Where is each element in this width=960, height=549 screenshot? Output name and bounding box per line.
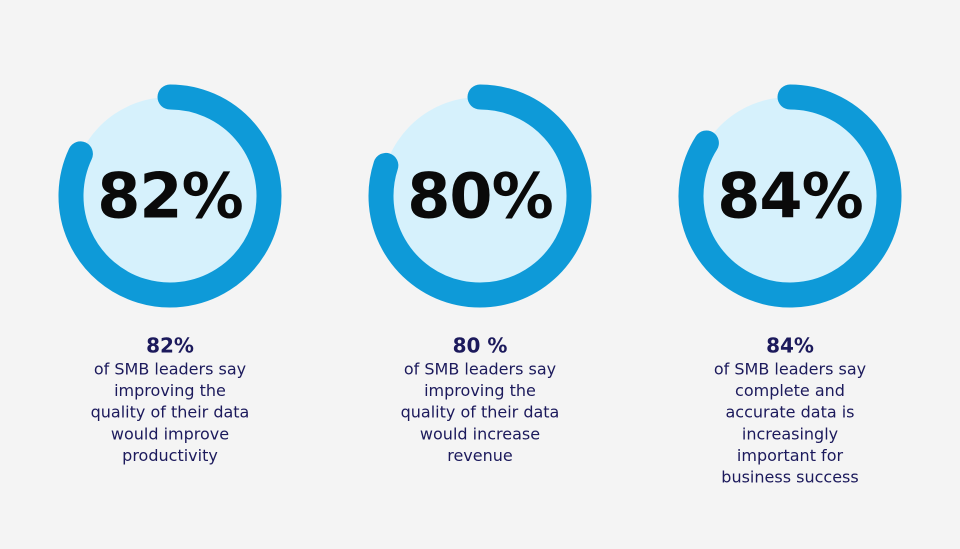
stat-caption: business success [721, 468, 858, 487]
stat-caption: would increase [420, 424, 540, 443]
stat-caption: important for [737, 446, 844, 465]
stat-heading: 84% [766, 334, 814, 358]
stat-caption: improving the [424, 381, 536, 400]
progress-arc [58, 84, 282, 308]
stat-caption: quality of their data [91, 403, 250, 422]
stat-caption: productivity [122, 446, 218, 465]
value-label: 80% [407, 160, 552, 233]
ring-track [381, 97, 579, 295]
stat-caption: improving the [114, 381, 226, 400]
stat-caption: accurate data is [725, 403, 854, 422]
stat-caption: increasingly [742, 424, 838, 443]
stat-caption: of SMB leaders say [94, 360, 246, 379]
stat-caption: complete and [735, 381, 845, 400]
stat-caption: would improve [111, 424, 229, 443]
stat-heading: 82% [146, 334, 194, 358]
value-label: 84% [717, 160, 862, 233]
stat-heading: 80 % [453, 334, 508, 358]
progress-arc [678, 84, 902, 308]
stat-caption: quality of their data [401, 403, 560, 422]
value-label: 82% [97, 160, 242, 233]
progress-arc [368, 84, 592, 308]
ring-track [71, 97, 269, 295]
stat-caption: revenue [447, 446, 513, 465]
stat-caption: of SMB leaders say [714, 360, 866, 379]
ring-track [691, 97, 889, 295]
stat-caption: of SMB leaders say [404, 360, 556, 379]
